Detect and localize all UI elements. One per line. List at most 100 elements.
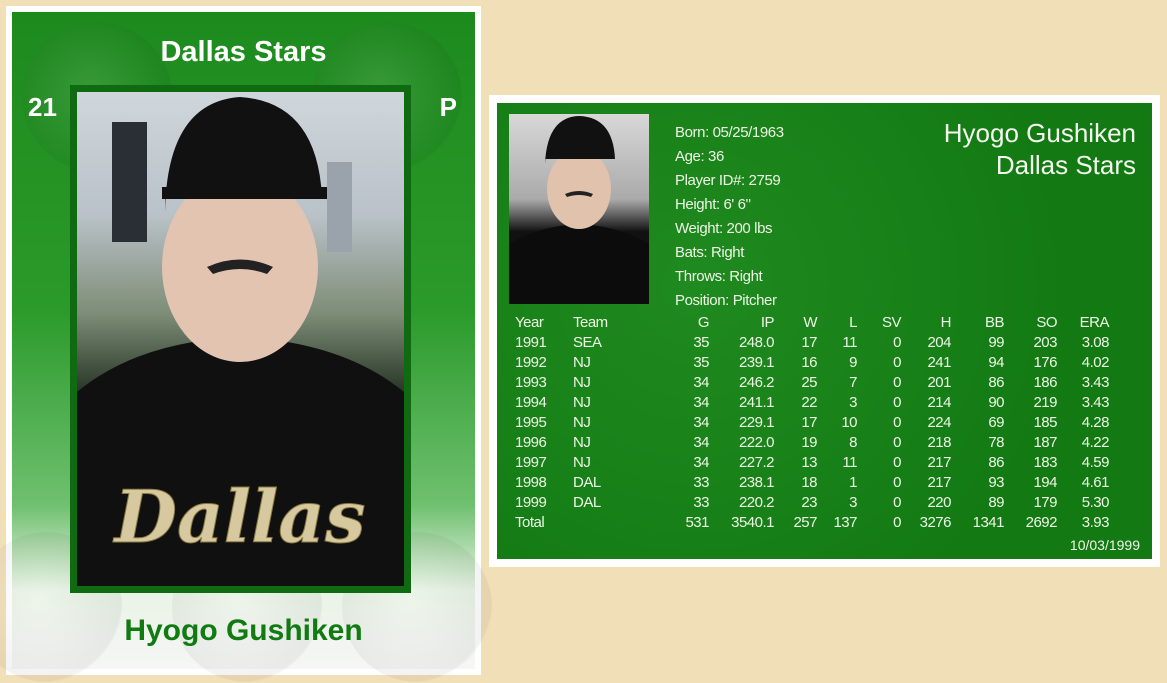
stats-cell: 17 bbox=[801, 414, 817, 431]
stats-cell: 4.61 bbox=[1081, 474, 1110, 491]
stats-cell: 78 bbox=[988, 434, 1004, 451]
stats-cell: 9 bbox=[849, 354, 857, 371]
stats-cell: 3276 bbox=[919, 514, 952, 531]
stats-header-cell: SV bbox=[881, 314, 902, 331]
stats-cell: 3 bbox=[849, 494, 857, 511]
stats-cell: 18 bbox=[801, 474, 817, 491]
info-throws: Throws: Right bbox=[675, 268, 763, 285]
player-thumbnail bbox=[509, 114, 649, 304]
stats-header-cell: SO bbox=[1036, 314, 1057, 331]
info-weight: Weight: 200 lbs bbox=[675, 220, 773, 237]
stats-cell: 1996 bbox=[515, 434, 547, 451]
stats-cell: 137 bbox=[833, 514, 857, 531]
stats-cell: 3.43 bbox=[1081, 374, 1110, 391]
stats-cell: 16 bbox=[801, 354, 817, 371]
stats-cell: 34 bbox=[693, 454, 709, 471]
stats-cell: 204 bbox=[927, 334, 951, 351]
stats-cell: NJ bbox=[573, 434, 591, 451]
stats-header-cell: ERA bbox=[1079, 314, 1110, 331]
stats-cell: 220 bbox=[927, 494, 951, 511]
card-date: 10/03/1999 bbox=[1069, 537, 1140, 553]
stats-cell: 220.2 bbox=[738, 494, 775, 511]
stats-cell: 222.0 bbox=[738, 434, 775, 451]
stats-cell: 218 bbox=[927, 434, 951, 451]
stats-row: 1994 NJ 34 241.1 22 3 0 214 90 219 3.43 bbox=[515, 393, 1110, 413]
stats-cell: 214 bbox=[927, 394, 951, 411]
stats-cell: DAL bbox=[573, 474, 601, 491]
stats-cell: 99 bbox=[988, 334, 1004, 351]
stats-row: 1997 NJ 34 227.2 13 11 0 217 86 183 4.59 bbox=[515, 453, 1110, 473]
stats-cell: 241 bbox=[927, 354, 951, 371]
back-header: Hyogo Gushiken Dallas Stars bbox=[944, 117, 1136, 181]
stats-cell: 239.1 bbox=[738, 354, 775, 371]
stats-cell: 94 bbox=[988, 354, 1004, 371]
stats-cell: 238.1 bbox=[738, 474, 775, 491]
stats-cell: 35 bbox=[693, 354, 709, 371]
stats-cell: 229.1 bbox=[738, 414, 775, 431]
stats-cell: 203 bbox=[1033, 334, 1057, 351]
stats-cell: 93 bbox=[988, 474, 1004, 491]
stats-cell: 3540.1 bbox=[731, 514, 774, 531]
stats-cell: 2692 bbox=[1025, 514, 1058, 531]
info-bats: Bats: Right bbox=[675, 244, 744, 261]
stats-cell: 257 bbox=[793, 514, 817, 531]
player-card-front[interactable]: Dallas Stars 21 P Dallas Hyogo Gushiken bbox=[0, 6, 492, 682]
stats-cell: 186 bbox=[1033, 374, 1057, 391]
stats-cell: 1999 bbox=[515, 494, 547, 511]
stats-cell: 0 bbox=[893, 354, 901, 371]
stats-cell: 4.28 bbox=[1081, 414, 1110, 431]
jersey-text: Dallas bbox=[113, 474, 366, 559]
info-height: Height: 6' 6" bbox=[675, 196, 751, 213]
stats-cell: 4.59 bbox=[1081, 454, 1110, 471]
stats-row: 1993 NJ 34 246.2 25 7 0 201 86 186 3.43 bbox=[515, 373, 1110, 393]
stats-cell: DAL bbox=[573, 494, 601, 511]
stats-cell: 1998 bbox=[515, 474, 547, 491]
stats-cell: 224 bbox=[927, 414, 951, 431]
jersey-number: 21 bbox=[28, 92, 57, 122]
stats-cell: 7 bbox=[849, 374, 857, 391]
stats-cell: 1341 bbox=[972, 514, 1005, 531]
stats-cell: 17 bbox=[801, 334, 817, 351]
position-abbr: P bbox=[439, 92, 457, 122]
stats-cell: 4.22 bbox=[1081, 434, 1110, 451]
stats-row: 1999 DAL 33 220.2 23 3 0 220 89 179 5.30 bbox=[515, 493, 1110, 513]
stats-cell: 34 bbox=[693, 414, 709, 431]
stats-cell: 248.0 bbox=[738, 334, 775, 351]
stats-cell: 246.2 bbox=[738, 374, 775, 391]
stats-cell: 179 bbox=[1033, 494, 1057, 511]
stats-cell: 531 bbox=[685, 514, 709, 531]
stats-cell: 1 bbox=[849, 474, 857, 491]
stats-cell: 0 bbox=[893, 414, 901, 431]
stats-cell: 86 bbox=[988, 454, 1004, 471]
info-age: Age: 36 bbox=[675, 148, 724, 165]
stats-cell: 0 bbox=[893, 434, 901, 451]
stats-cell: 194 bbox=[1033, 474, 1057, 491]
stats-cell: 227.2 bbox=[738, 454, 775, 471]
stats-cell: 0 bbox=[893, 514, 901, 531]
stats-cell: 0 bbox=[893, 334, 901, 351]
stats-cell: Total bbox=[515, 514, 545, 531]
stats-cell: 1994 bbox=[515, 394, 547, 411]
stats-cell: 219 bbox=[1033, 394, 1057, 411]
stats-cell: 0 bbox=[893, 454, 901, 471]
info-player-id: Player ID#: 2759 bbox=[675, 172, 781, 189]
stats-cell bbox=[573, 513, 653, 533]
stats-cell: 176 bbox=[1033, 354, 1057, 371]
stats-cell: 1991 bbox=[515, 334, 547, 351]
stats-cell: 0 bbox=[893, 374, 901, 391]
stats-header-cell: Team bbox=[573, 314, 608, 331]
team-name: Dallas Stars bbox=[160, 36, 327, 68]
stats-cell: 185 bbox=[1033, 414, 1057, 431]
stats-header-cell: W bbox=[803, 314, 817, 331]
back-team-name: Dallas Stars bbox=[995, 150, 1136, 180]
stats-row: 1998 DAL 33 238.1 18 1 0 217 93 194 4.61 bbox=[515, 473, 1110, 493]
info-position: Position: Pitcher bbox=[675, 292, 777, 309]
stats-table: Year Team G IP W L SV H BB SO ERA 1991 SEA 35 248.0 17 1… bbox=[515, 313, 1110, 533]
stats-cell: NJ bbox=[573, 414, 591, 431]
stats-cell: 3.08 bbox=[1081, 334, 1110, 351]
stats-cell: 183 bbox=[1033, 454, 1057, 471]
player-card-back[interactable]: Born: 05/25/1963 Age: 36 Player ID#: 275… bbox=[489, 95, 1160, 567]
stats-row: 1996 NJ 34 222.0 19 8 0 218 78 187 4.22 bbox=[515, 433, 1110, 453]
stats-row: 1992 NJ 35 239.1 16 9 0 241 94 176 4.02 bbox=[515, 353, 1110, 373]
stats-cell: NJ bbox=[573, 454, 591, 471]
